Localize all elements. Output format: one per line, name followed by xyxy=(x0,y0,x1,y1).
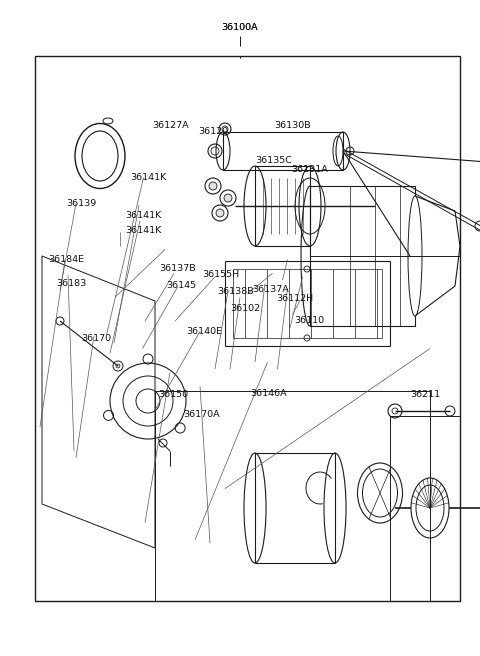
Bar xyxy=(255,453,335,563)
Text: 36130B: 36130B xyxy=(275,121,311,131)
Text: 36146A: 36146A xyxy=(251,389,287,398)
Text: 36141K: 36141K xyxy=(125,211,161,220)
Bar xyxy=(255,166,310,246)
Text: 36102: 36102 xyxy=(230,304,260,313)
Text: 36112H: 36112H xyxy=(276,294,314,303)
Text: 36139: 36139 xyxy=(66,199,97,208)
Text: 36170: 36170 xyxy=(81,334,111,343)
Text: 36184E: 36184E xyxy=(48,255,84,264)
Text: 36141K: 36141K xyxy=(131,173,167,182)
Text: 36140E: 36140E xyxy=(186,327,222,337)
Circle shape xyxy=(209,182,217,190)
Text: 36110: 36110 xyxy=(295,316,324,325)
Text: 36150: 36150 xyxy=(158,390,188,400)
Text: 36100A: 36100A xyxy=(222,23,258,32)
Text: 36183: 36183 xyxy=(56,279,86,288)
Circle shape xyxy=(224,194,232,202)
Text: 36135C: 36135C xyxy=(255,155,292,165)
Text: 36145: 36145 xyxy=(167,281,196,290)
Bar xyxy=(390,416,460,601)
Bar xyxy=(233,269,382,338)
Ellipse shape xyxy=(408,196,422,316)
Circle shape xyxy=(116,364,120,368)
Text: 36155H: 36155H xyxy=(202,270,240,279)
Text: 36137A: 36137A xyxy=(252,285,288,295)
Text: 36211: 36211 xyxy=(410,390,440,400)
Bar xyxy=(310,186,415,326)
Text: 36137B: 36137B xyxy=(159,264,196,274)
Text: 36120: 36120 xyxy=(199,127,228,136)
Ellipse shape xyxy=(301,186,319,326)
Bar xyxy=(223,132,343,170)
Text: 36127A: 36127A xyxy=(152,121,189,131)
Bar xyxy=(225,261,390,346)
Text: 36170A: 36170A xyxy=(183,410,220,419)
Text: 36138B: 36138B xyxy=(217,287,253,297)
Text: 36100A: 36100A xyxy=(222,23,258,32)
Text: 36131A: 36131A xyxy=(291,165,328,174)
Bar xyxy=(155,391,430,601)
Text: 36141K: 36141K xyxy=(125,226,161,236)
Bar xyxy=(35,56,460,601)
Circle shape xyxy=(216,209,224,217)
